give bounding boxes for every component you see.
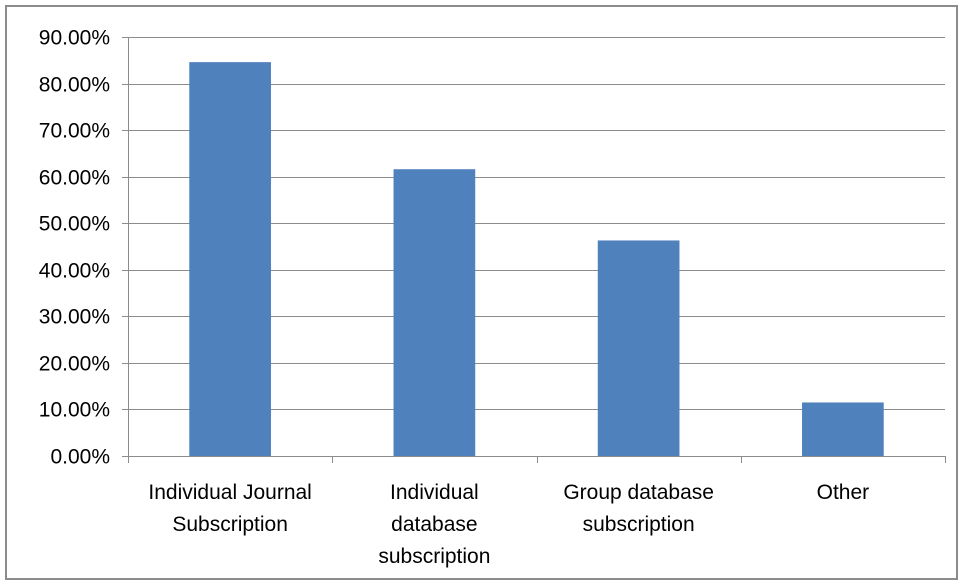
x-category-label: Individual database subscription xyxy=(378,481,490,568)
bar xyxy=(189,62,271,456)
bar xyxy=(597,240,680,456)
bar xyxy=(802,402,884,456)
x-category-label-line: subscription xyxy=(378,545,490,568)
x-category-label: Individual Journal Subscription xyxy=(148,481,311,536)
bar xyxy=(393,169,476,456)
y-tick-label: 10.00% xyxy=(39,399,110,422)
y-tick-label: 80.00% xyxy=(39,74,110,97)
axes xyxy=(122,37,946,463)
x-category-label-line: database xyxy=(391,513,477,536)
x-category-label: Other xyxy=(817,481,870,504)
x-category-label-line: Individual Journal xyxy=(148,481,311,504)
x-category-label-line: subscription xyxy=(583,513,695,536)
y-tick-label: 40.00% xyxy=(39,260,110,283)
y-tick-label: 60.00% xyxy=(39,167,110,190)
y-tick-label: 50.00% xyxy=(39,213,110,236)
y-tick-label: 20.00% xyxy=(39,353,110,376)
x-category-labels: Individual Journal SubscriptionIndividual… xyxy=(148,481,869,568)
x-category-label-line: Group database xyxy=(563,481,714,504)
y-tick-label: 70.00% xyxy=(39,120,110,143)
x-category-label: Group database subscription xyxy=(563,481,714,536)
x-category-label-line: Individual xyxy=(390,481,479,504)
y-tick-labels: 0.00% 10.00% 20.00% 30.00% 40.00% 50.00% 60.00… xyxy=(39,27,110,469)
x-category-label-line: Subscription xyxy=(172,513,288,536)
bars xyxy=(189,62,884,456)
y-tick-label: 30.00% xyxy=(39,306,110,329)
chart-frame xyxy=(5,5,958,580)
y-tick-label: 90.00% xyxy=(39,27,110,50)
x-category-label-line: Other xyxy=(817,481,870,504)
y-tick-label: 0.00% xyxy=(50,446,110,469)
